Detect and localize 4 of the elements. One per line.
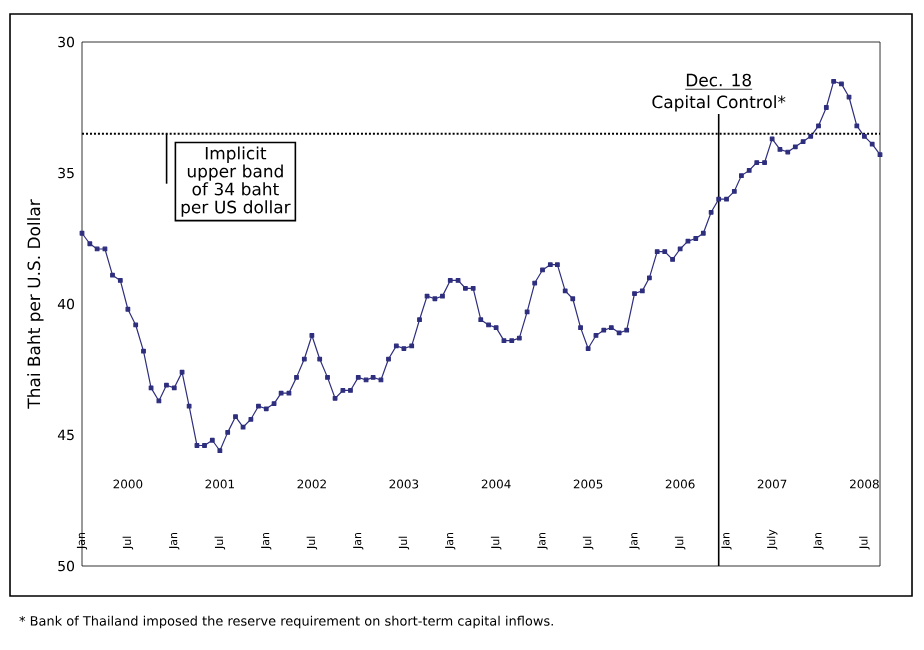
annotation: Capital Control* (652, 95, 786, 112)
y-axis-title: Thai Baht per U.S. Dollar (27, 199, 44, 409)
ref-line-label: Implicit upper band of 34 baht per US dollar (181, 146, 291, 217)
ref-line-label: Dec. 18 (686, 73, 751, 87)
